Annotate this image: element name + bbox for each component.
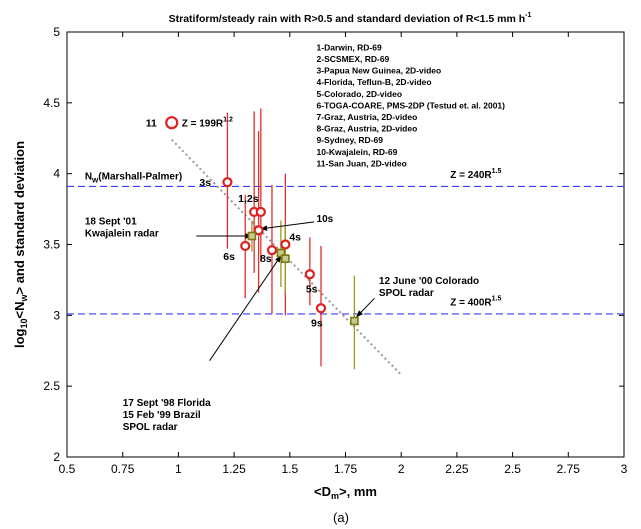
y-axis-label: log10<Nw> and standard deviation xyxy=(12,141,29,348)
nw-reference-label: Nw(Marshall-Palmer) xyxy=(85,171,182,184)
point-label: 6s xyxy=(223,251,235,263)
legend-entry: 7-Graz, Austria, 2D-video xyxy=(317,112,418,122)
x-tick-label: 0.75 xyxy=(111,462,135,476)
legend: 1-Darwin, RD-69 2-SCSMEX, RD-69 3-Papua Ne… xyxy=(317,42,506,168)
annotation-text: SPOL radar xyxy=(123,422,178,433)
x-axis-ticks: 0.5 0.75 1 1.25 1.5 1.75 2 2.25 2.5 2.75 3 xyxy=(59,32,628,476)
y-tick-label: 4.5 xyxy=(43,96,60,110)
annotation-text: 10s xyxy=(317,214,334,225)
annotation-text: Kwajalein radar xyxy=(85,229,159,240)
y-tick-label: 4 xyxy=(53,167,60,181)
x-tick-label: 2.5 xyxy=(504,462,521,476)
legend-entry: 10-Kwajalein, RD-69 xyxy=(317,147,398,157)
legend-entry: 1-Darwin, RD-69 xyxy=(317,42,382,52)
x-axis-label: <Dm>, mm xyxy=(314,484,377,501)
annotation-text: 18 Sept '01 xyxy=(85,217,137,228)
legend-entry: 9-Sydney, RD-69 xyxy=(317,135,384,145)
y-tick-label: 3.5 xyxy=(43,238,60,252)
point-11-equation: Z = 199R1.2 xyxy=(182,117,233,130)
legend-entry: 11-San Juan, 2D-video xyxy=(317,158,407,168)
y-tick-label: 3 xyxy=(53,308,60,322)
x-tick-label: 2 xyxy=(398,462,405,476)
annotation-text: SPOL radar xyxy=(379,288,434,299)
reference-lines: Z = 240R1.5 Z = 400R1.5 xyxy=(67,168,624,315)
legend-entry: 2-SCSMEX, RD-69 xyxy=(317,54,390,64)
y-axis-ticks: 2 2.5 3 3.5 4 4.5 5 xyxy=(43,25,624,464)
point-label: 3s xyxy=(199,177,211,189)
point-label: 11 xyxy=(146,118,157,130)
disdrometer-point xyxy=(240,240,251,252)
point-label: 1,2s xyxy=(238,193,259,205)
disdrometer-point xyxy=(266,245,278,256)
x-tick-label: 1.25 xyxy=(222,462,246,476)
disdrometer-point xyxy=(304,269,315,280)
point-label: 8s xyxy=(260,253,272,265)
disdrometer-point xyxy=(280,239,291,250)
legend-entry: 6-TOGA-COARE, PMS-2DP (Testud et. al. 20… xyxy=(317,100,506,110)
legend-entry: 8-Graz, Austria, 2D-video xyxy=(317,124,418,134)
annotation-text: 17 Sept '98 Florida xyxy=(123,398,211,409)
x-tick-label: 2.25 xyxy=(445,462,469,476)
annotation-text: 12 June '00 Colorado xyxy=(379,276,479,287)
point-label: 5s xyxy=(306,283,318,295)
x-tick-label: 2.75 xyxy=(557,462,581,476)
data-points xyxy=(165,116,359,326)
disdrometer-point xyxy=(165,116,179,130)
y-tick-label: 5 xyxy=(53,25,60,39)
annotation-arrow xyxy=(260,221,315,231)
disdrometer-point xyxy=(222,177,233,188)
y-tick-label: 2 xyxy=(53,450,60,464)
x-tick-label: 1 xyxy=(175,462,182,476)
legend-entry: 4-Florida, Teflun-B, 2D-video xyxy=(317,77,432,87)
point-label: 4s xyxy=(289,232,301,244)
reference-line-label: Z = 400R1.5 xyxy=(450,295,501,308)
disdrometer-point xyxy=(253,225,264,236)
x-tick-label: 1.5 xyxy=(281,462,298,476)
x-tick-label: 3 xyxy=(621,462,628,476)
point-labels: 11 3s 1,2s 6s 8s 4s 5s 9s xyxy=(146,118,323,330)
radar-point xyxy=(247,231,257,241)
disdrometer-point xyxy=(315,303,327,314)
radar-point xyxy=(281,254,290,263)
x-tick-label: 1.75 xyxy=(334,462,358,476)
plot-area: 0.5 0.75 1 1.25 1.5 1.75 2 2.25 2.5 2.75 3 2 2.5 3 3.… xyxy=(43,25,627,476)
chart-title: Stratiform/steady rain with R>0.5 and st… xyxy=(169,12,532,25)
annotation-arrow xyxy=(209,255,282,361)
annotation-text: 15 Feb '99 Brazil xyxy=(123,410,201,421)
radar-point xyxy=(350,316,359,326)
legend-entry: 3-Papua New Guinea, 2D-video xyxy=(317,66,442,76)
y-tick-label: 2.5 xyxy=(43,379,60,393)
legend-entry: 5-Colorado, 2D-video xyxy=(317,89,402,99)
point-label: 9s xyxy=(311,317,323,329)
reference-line-label: Z = 240R1.5 xyxy=(450,168,501,181)
radar-point xyxy=(276,248,286,258)
disdrometer-point xyxy=(255,206,266,218)
annotation-arrow xyxy=(356,297,375,318)
x-tick-label: 0.5 xyxy=(59,462,76,476)
figure-caption: (a) xyxy=(333,510,349,525)
